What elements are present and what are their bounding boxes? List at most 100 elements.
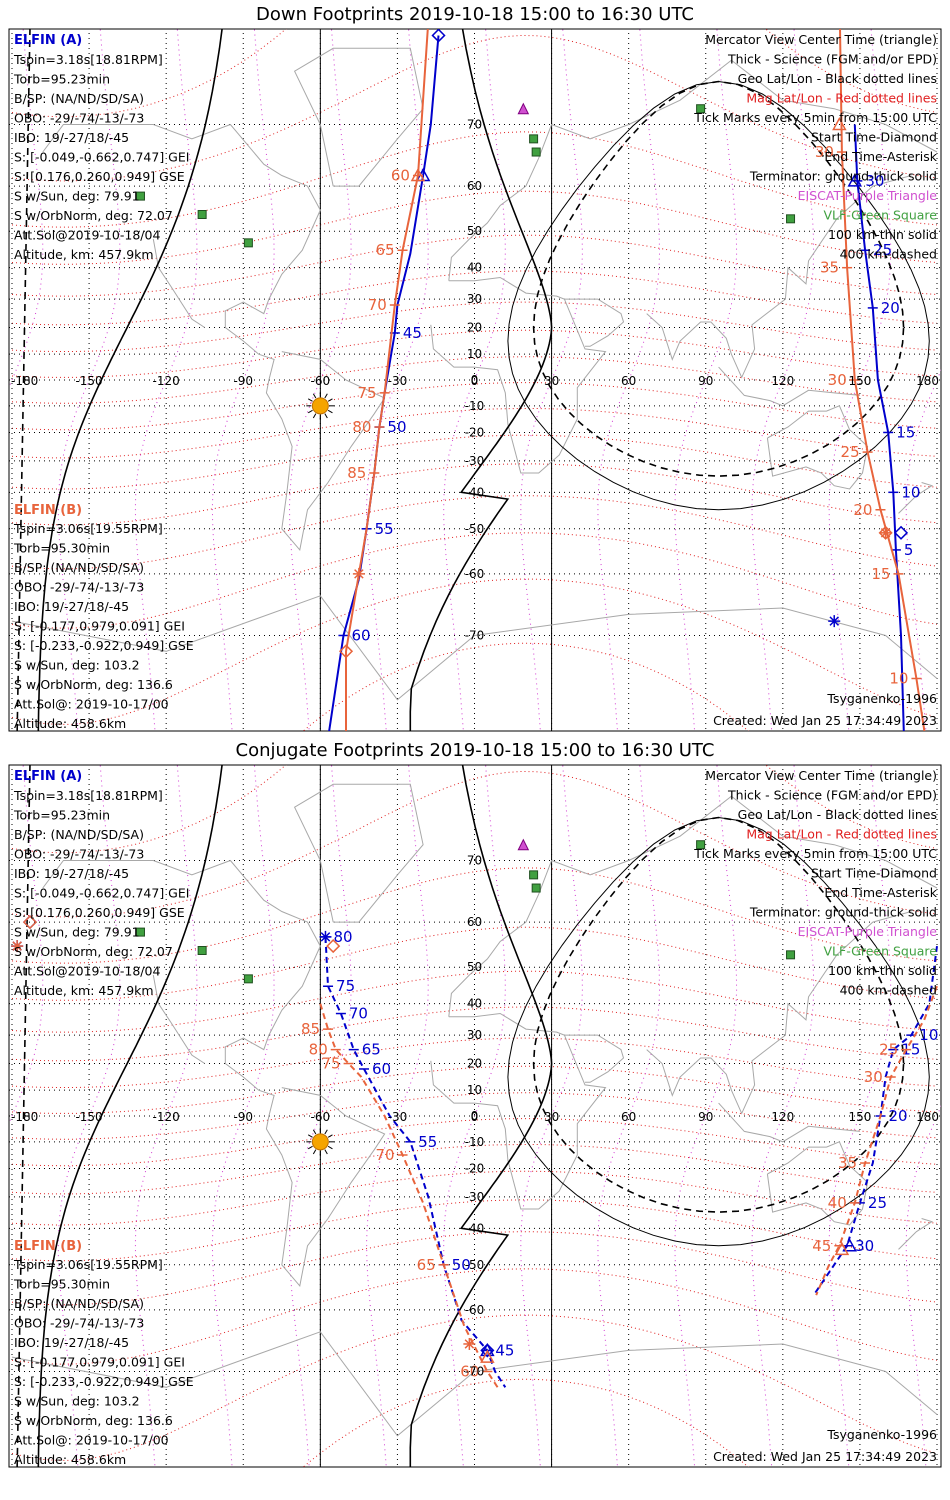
mag-lon-line [211, 765, 275, 1467]
mag-lat-line [302, 642, 750, 731]
tick-label: 10 [919, 1026, 938, 1044]
coastline [152, 974, 205, 1064]
tick-label: 55 [418, 1133, 437, 1151]
elfin-b-info-line: Torb=95.30min [13, 1277, 110, 1292]
panel-title-conjugate: Conjugate Footprints 2019-10-18 15:00 to… [235, 740, 715, 761]
y-tick-label: 50 [467, 960, 482, 974]
x-tick-label: 150 [848, 374, 871, 388]
elfin-a-info-line: S w/OrbNorm, deg: 72.07 [14, 208, 173, 223]
x-tick-label: 30 [544, 1110, 559, 1124]
y-tick-label: -10 [465, 399, 485, 413]
coastline [898, 1218, 934, 1250]
legend-entry: Start Time-Diamond [811, 130, 937, 145]
sun-ray [312, 1129, 317, 1135]
coastline [42, 859, 386, 1288]
terminator-100km [507, 816, 930, 1247]
tick-label: 10 [901, 483, 920, 501]
elfin-a-info-line: S: [-0.049,-0.662,0.747] GEI [14, 886, 189, 901]
tick-label: 25 [873, 241, 892, 259]
mag-lon-line [674, 29, 738, 731]
tick-label: 35 [820, 259, 839, 277]
mag-lat-line [11, 765, 938, 854]
mag-lat-line [302, 1378, 750, 1467]
tick-label: 65 [362, 1041, 381, 1059]
mag-lat-line [11, 29, 938, 118]
coastline [152, 238, 205, 328]
elfin-a-info-line: Torb=95.23min [13, 72, 110, 87]
tick-label: 60 [391, 167, 410, 185]
x-tick-label: -180 [11, 1110, 38, 1124]
y-tick-label: 30 [467, 1028, 482, 1042]
legend-entry: End Time-Asterisk [824, 885, 937, 900]
tick-label: 85 [347, 464, 366, 482]
mag-lon-line [134, 765, 198, 1467]
x-tick-label: 180 [916, 374, 939, 388]
tick-label: 20 [881, 299, 900, 317]
elfin-a-info-line: S: [0.176,0.260,0.949] GSE [14, 905, 185, 920]
sun-ray [312, 1149, 317, 1155]
terminator-400km [16, 29, 31, 731]
terminator-line [37, 29, 223, 731]
start-diamond [431, 29, 446, 43]
footprint-trace [319, 1003, 499, 1388]
view-triangle [832, 116, 847, 131]
coastline [430, 276, 607, 474]
vlf-marker [786, 950, 796, 960]
down-footprints-chart: 4550556065703025201510560657075808530353… [8, 28, 942, 732]
y-tick-label: 20 [467, 1057, 482, 1071]
terminator-400km [16, 765, 31, 1467]
mag-lon-line [211, 29, 275, 731]
terminator-line [409, 765, 553, 1467]
coastline [766, 405, 869, 490]
x-tick-label: 150 [848, 1110, 871, 1124]
x-tick-label: -180 [11, 374, 38, 388]
tick-label: 60 [460, 1362, 479, 1380]
tick-label: 30 [864, 1068, 883, 1086]
tick-label: 50 [452, 1256, 471, 1274]
mag-lon-line [443, 29, 506, 731]
legend-entry: Thick - Science (FGM and/or EPD) [727, 788, 937, 803]
elfin-b-info-line: OBO: -29/-74/-13/-73 [14, 1316, 144, 1331]
tick-label: 75 [322, 1055, 341, 1073]
vlf-marker [243, 238, 253, 248]
vlf-marker [529, 870, 539, 880]
elfin-a-info-line: Altitude, km: 457.9km [14, 247, 154, 262]
coastline [448, 795, 938, 1017]
coastline [646, 175, 912, 379]
map-area: 8075706560555045101520253085807570656025… [9, 765, 941, 1467]
y-tick-label: -60 [465, 1303, 485, 1317]
model-label: Tsyganenko-1996 [826, 691, 937, 706]
legend-entry: 100 km-thin solid [828, 963, 937, 978]
sun-ray [307, 398, 313, 402]
mag-lon-line [751, 29, 815, 731]
x-tick-label: -120 [153, 1110, 180, 1124]
elfin-b-info-line: S: [-0.177,0.979,0.091] GEI [14, 1355, 185, 1370]
legend-entry: Geo Lat/Lon - Black dotted lines [738, 71, 937, 86]
mag-lon-line [828, 29, 892, 731]
x-tick-label: 180 [916, 1110, 939, 1124]
tick-label: 30 [828, 371, 847, 389]
view-triangle [834, 1241, 850, 1256]
coastline [646, 911, 912, 1115]
sun-ray [327, 398, 333, 402]
elfin-a-title: ELFIN (A) [14, 769, 82, 784]
tick-label: 80 [352, 418, 371, 436]
elfin-a-info-line: Torb=95.23min [13, 808, 110, 823]
vlf-marker [786, 214, 796, 224]
tick-label: 80 [309, 1041, 328, 1059]
end-asterisk [829, 616, 839, 626]
terminator-100km [507, 80, 930, 511]
y-tick-label: 30 [467, 292, 482, 306]
legend-entry: Geo Lat/Lon - Black dotted lines [738, 807, 937, 822]
end-asterisk [320, 932, 331, 942]
created-label: Created: Wed Jan 25 17:34:49 2023 [713, 1449, 937, 1464]
tick-label: 25 [879, 1041, 898, 1059]
mag-lon-line [443, 765, 506, 1467]
footprint-trace [345, 29, 429, 731]
view-triangle [842, 1238, 857, 1252]
y-tick-label: -70 [465, 628, 485, 642]
y-tick-label: -20 [465, 1161, 485, 1175]
created-label: Created: Wed Jan 25 17:34:49 2023 [713, 713, 937, 728]
end-asterisk [354, 569, 364, 579]
y-tick-label: 10 [467, 347, 482, 361]
